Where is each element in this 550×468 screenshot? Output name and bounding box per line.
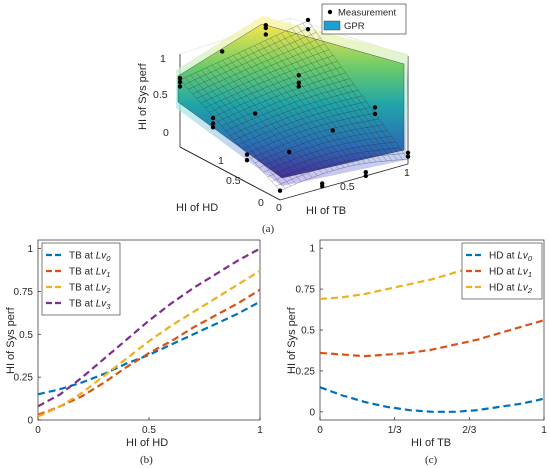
mesh-line xyxy=(297,25,398,161)
z-axis-label: HI of Sys perf xyxy=(137,62,149,130)
x-tick-label: 0.5 xyxy=(142,425,156,436)
measurement-point xyxy=(210,115,216,121)
legend-label-measurement: Measurement xyxy=(338,8,396,19)
measurement-point xyxy=(263,32,268,37)
measurement-point xyxy=(244,158,250,163)
hd-tick: 0.5 xyxy=(226,175,241,187)
axis-box xyxy=(179,146,281,201)
measurement-point xyxy=(320,181,325,186)
y-tick-label: 0 xyxy=(309,407,315,418)
measurement-point xyxy=(296,84,301,89)
x-tick-label: 1/3 xyxy=(388,425,402,436)
x-tick-label: 0 xyxy=(317,425,323,436)
measurement-point xyxy=(305,27,311,32)
measurement-point xyxy=(363,170,368,175)
measurement-point xyxy=(305,17,311,23)
legend-label: HD at Lv1 xyxy=(489,267,532,280)
measurement-point xyxy=(210,121,216,126)
measurement-point xyxy=(405,154,411,159)
line-chart-c: 0 1/3 2/3 1 0 0.25 0.5 0.75 1 HI of Sys perf HI … xyxy=(286,239,547,466)
y-tick-label: 0.5 xyxy=(301,326,315,337)
measurement-point xyxy=(244,152,250,157)
panel-label-b: (b) xyxy=(140,454,153,466)
measurement-point xyxy=(177,79,183,85)
mesh-line xyxy=(188,32,317,90)
mesh-line xyxy=(307,20,409,160)
legend-label: HD at Lv2 xyxy=(489,283,533,296)
x-tick-label: 1 xyxy=(257,425,263,436)
measurement-point xyxy=(330,128,335,133)
x-axis-label-c: HI of TB xyxy=(411,437,451,449)
panel-label-a: (a) xyxy=(262,223,275,235)
measurement-point xyxy=(296,80,301,85)
panel-label-c: (c) xyxy=(425,454,438,466)
surface-plot: Measurement GPR 1 0.5 0 HI of Sys perf 1… xyxy=(137,3,411,235)
tb-tick: 1 xyxy=(404,167,410,179)
mesh-line xyxy=(179,20,309,81)
series-line xyxy=(319,319,545,358)
mesh-line xyxy=(291,28,393,161)
z-tick: 0 xyxy=(163,127,169,139)
measurement-points xyxy=(177,17,411,193)
measurement-point xyxy=(220,49,225,54)
series-line xyxy=(37,269,261,418)
legend-b: TB at Lv0 TB at Lv1 TB at Lv2 TB at Lv3 xyxy=(41,242,121,316)
series-line xyxy=(319,386,545,413)
mesh-line xyxy=(196,43,325,99)
measurement-point xyxy=(177,76,183,81)
legend-label: TB at Lv0 xyxy=(69,251,111,264)
tb-tick: 0 xyxy=(276,202,282,214)
x-axis-label-b: HI of HD xyxy=(126,437,168,449)
legend-label: HD at Lv0 xyxy=(489,251,533,264)
series-line xyxy=(37,288,261,416)
gpr-swatch xyxy=(323,20,341,31)
legend-label: TB at Lv3 xyxy=(69,299,111,312)
y-tick-label: 1 xyxy=(309,244,315,255)
measurement-point xyxy=(210,125,216,130)
legend-a: Measurement GPR xyxy=(321,3,407,35)
y-tick-label: 0.5 xyxy=(19,330,33,341)
measurement-point xyxy=(372,105,378,110)
mesh-line xyxy=(302,23,403,160)
surface-mesh xyxy=(179,20,409,191)
x-tick-label: 1 xyxy=(541,425,547,436)
measurement-point xyxy=(263,23,268,28)
z-tick: 1 xyxy=(160,53,166,65)
measurement-point xyxy=(372,111,378,117)
x-tick-label: 0 xyxy=(35,425,41,436)
y-axis-label-c: HI of Sys perf xyxy=(286,306,298,374)
gpr-surface xyxy=(177,23,405,179)
legend-c: HD at Lv0 HD at Lv1 HD at Lv2 xyxy=(461,242,543,300)
measurement-point xyxy=(296,73,301,78)
measurement-point xyxy=(277,188,283,193)
series-line xyxy=(37,300,261,396)
hd-tick: 0 xyxy=(258,197,264,209)
y-tick-label: 0.75 xyxy=(14,287,34,298)
hd-tick: 1 xyxy=(218,155,224,167)
x-tick-label: 2/3 xyxy=(462,425,476,436)
measurement-marker xyxy=(327,9,333,15)
y-tick-label: 0.75 xyxy=(296,285,316,296)
measurement-point xyxy=(253,111,258,116)
legend-label: TB at Lv1 xyxy=(69,267,110,280)
y-axis-label-b: HI of Sys perf xyxy=(5,306,17,374)
tb-tick: 0.5 xyxy=(340,181,355,193)
y-tick-label: 0.25 xyxy=(14,373,34,384)
mesh-line xyxy=(184,26,313,85)
measurement-point xyxy=(177,84,183,89)
line-chart-b: 0 0.5 1 0 0.25 0.5 0.75 1 HI of Sys perf HI of … xyxy=(5,239,263,466)
legend-label: TB at Lv2 xyxy=(69,283,111,296)
measurement-point xyxy=(405,150,411,155)
y-tick-label: 0.25 xyxy=(296,366,316,377)
z-tick: 0.5 xyxy=(153,89,168,101)
hd-axis-label: HI of HD xyxy=(176,202,218,214)
y-tick-label: 1 xyxy=(27,244,33,255)
mesh-line xyxy=(192,37,321,95)
legend-label-gpr: GPR xyxy=(344,21,365,32)
tb-axis-label: HI of TB xyxy=(306,205,346,217)
measurement-point xyxy=(363,173,368,179)
y-tick-label: 0 xyxy=(27,416,33,427)
measurement-point xyxy=(287,149,292,155)
